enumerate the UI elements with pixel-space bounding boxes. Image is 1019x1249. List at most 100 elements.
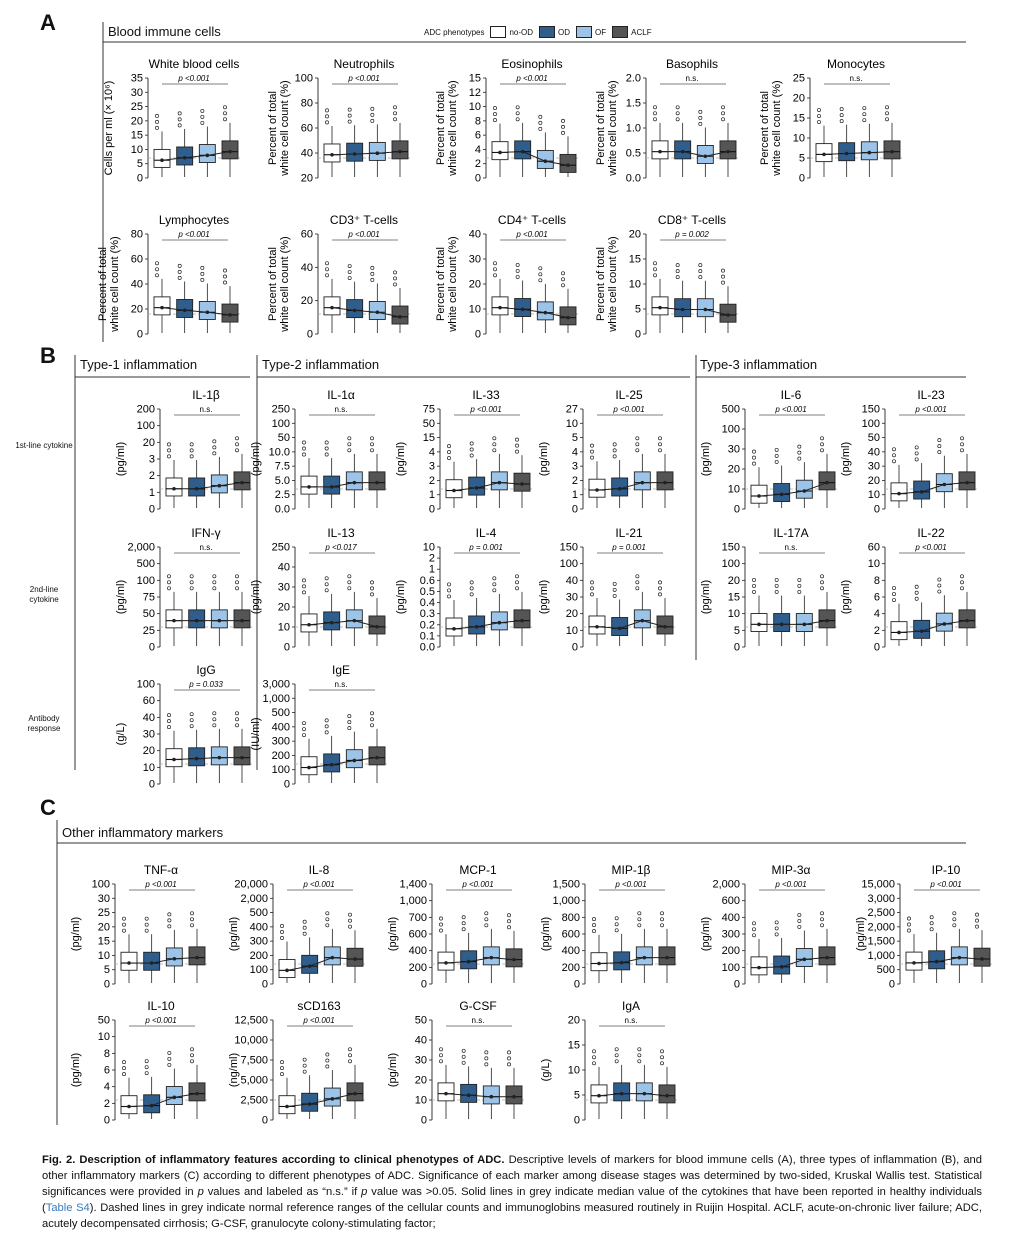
- p-value-label: p <0.001: [612, 405, 644, 414]
- outlier-point: [507, 925, 511, 930]
- y-tick-label: 150: [560, 542, 578, 554]
- plot-title: White blood cells: [149, 57, 240, 71]
- median-point: [240, 755, 244, 760]
- outlier-point: [839, 113, 844, 118]
- outlier-point: [347, 264, 352, 268]
- legend-item-no-od: no-OD: [490, 26, 533, 38]
- outlier-point: [820, 580, 824, 585]
- y-tick-label: 30: [728, 444, 740, 456]
- y-tick-label: 40: [301, 262, 313, 274]
- outlier-point: [721, 268, 725, 273]
- outlier-point: [122, 928, 126, 933]
- outlier-point: [212, 717, 217, 722]
- y-tick-label: 25: [793, 73, 805, 85]
- y-tick-label: 0: [262, 1115, 268, 1127]
- outlier-point: [820, 911, 824, 916]
- outlier-point: [370, 112, 375, 117]
- outlier-point: [302, 721, 306, 726]
- median-point: [375, 151, 380, 156]
- outlier-point: [190, 1053, 194, 1058]
- median-point: [934, 959, 939, 964]
- y-tick-label: 0: [734, 979, 740, 991]
- median-point: [665, 955, 669, 960]
- y-tick-label: 100: [272, 764, 290, 776]
- outlier-point: [223, 117, 227, 122]
- y-axis-label: Percent of totalwhite cell count (%): [267, 80, 291, 176]
- median-point: [665, 1093, 669, 1098]
- outlier-point: [653, 273, 657, 278]
- outlier-point: [177, 111, 182, 116]
- box-1: [913, 619, 931, 639]
- outlier-point: [561, 283, 565, 288]
- box-2: [368, 141, 386, 161]
- median-point: [779, 965, 784, 969]
- outlier-point: [892, 459, 896, 464]
- table-s4-link[interactable]: Table S4: [45, 1202, 90, 1214]
- median-point: [307, 485, 311, 489]
- outlier-point: [325, 917, 330, 922]
- p-value-label: n.s.: [785, 543, 798, 552]
- median-trend-line: [499, 307, 569, 319]
- y-tick-label: 40: [278, 562, 290, 574]
- outlier-point: [235, 711, 239, 716]
- outlier-point: [189, 448, 194, 453]
- y-tick-label: 200: [562, 962, 580, 974]
- y-tick-label: 100: [722, 424, 740, 436]
- outlier-point: [155, 273, 159, 278]
- outlier-point: [515, 268, 520, 273]
- median-point: [375, 310, 380, 315]
- outlier-point: [167, 912, 172, 917]
- outlier-point: [653, 111, 657, 116]
- median-point: [825, 955, 829, 960]
- median-point: [680, 307, 685, 312]
- outlier-point: [302, 925, 307, 930]
- outlier-point: [507, 919, 511, 924]
- median-point: [474, 486, 479, 490]
- outlier-point: [507, 913, 511, 918]
- outlier-point: [302, 1063, 307, 1068]
- outlier-point: [817, 108, 821, 112]
- median-point: [205, 310, 210, 315]
- median-point: [489, 1094, 494, 1099]
- outlier-point: [167, 918, 172, 923]
- outlier-point: [538, 272, 543, 277]
- y-tick-label: 100: [862, 418, 880, 430]
- outlier-point: [752, 577, 756, 582]
- y-axis-label: (pg/ml): [250, 442, 262, 476]
- outlier-point: [155, 119, 159, 124]
- median-point: [352, 308, 357, 313]
- y-tick-label: 0: [475, 173, 481, 185]
- outlier-point: [302, 1057, 307, 1062]
- y-axis-label: (pg/ml): [700, 442, 712, 476]
- y-tick-label: 0: [421, 1115, 427, 1127]
- p-value-label: n.s.: [200, 543, 213, 552]
- outlier-point: [200, 114, 205, 119]
- median-point: [172, 956, 177, 961]
- median-point: [352, 480, 357, 485]
- median-point: [172, 618, 176, 623]
- y-tick-label: 1: [429, 564, 435, 576]
- median-trend-line: [758, 482, 828, 497]
- outlier-point: [189, 724, 194, 729]
- outlier-point: [637, 1059, 642, 1064]
- outlier-point: [492, 582, 497, 587]
- outlier-point: [675, 105, 680, 110]
- median-point: [942, 622, 947, 626]
- y-tick-label: 50: [98, 1015, 110, 1027]
- y-tick-label: 12,500: [234, 1015, 268, 1027]
- outlier-point: [122, 1066, 126, 1071]
- outlier-point: [660, 923, 664, 928]
- y-axis-label: (pg/ml): [70, 917, 82, 951]
- median-point: [172, 757, 176, 762]
- outlier-point: [447, 594, 451, 599]
- y-tick-label: 15: [568, 1040, 580, 1052]
- p-value-label: p = 0.001: [468, 543, 503, 552]
- outlier-point: [698, 115, 703, 120]
- y-tick-label: 3,000: [262, 679, 290, 691]
- y-tick-label: 20: [566, 608, 578, 620]
- outlier-point: [370, 271, 375, 276]
- outlier-point: [177, 123, 182, 128]
- outlier-point: [653, 267, 657, 272]
